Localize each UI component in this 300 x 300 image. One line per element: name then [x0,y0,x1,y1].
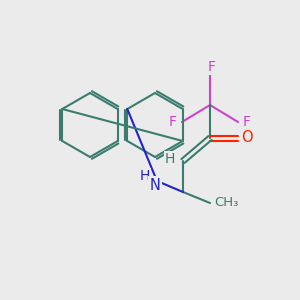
Text: H: H [140,169,150,183]
Text: F: F [208,60,216,74]
Text: F: F [169,115,177,129]
Text: F: F [243,115,251,129]
Text: H: H [165,152,175,166]
Text: CH₃: CH₃ [214,196,238,209]
Text: O: O [241,130,253,146]
Text: N: N [150,178,160,193]
